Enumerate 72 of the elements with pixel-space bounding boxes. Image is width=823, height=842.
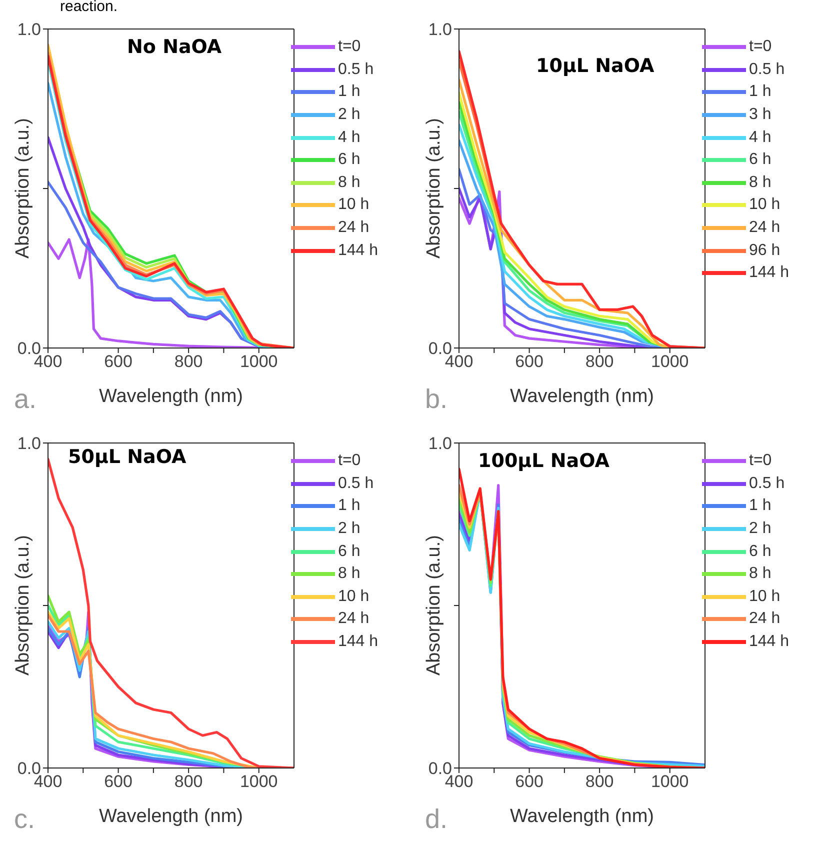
chart-title: 100µL NaOA [478, 450, 610, 472]
y-tick-label: 1.0 [428, 434, 452, 454]
legend-label: 6 h [338, 151, 360, 170]
legend-label: 8 h [749, 565, 772, 584]
legend-label: 6 h [749, 542, 772, 561]
legend-label: 8 h [338, 565, 360, 584]
x-axis-title: Wavelength (nm) [510, 806, 654, 827]
y-tick-label: 1.0 [17, 20, 41, 40]
y-axis-title: Absorption (a.u.) [12, 535, 34, 676]
legend-label: 1 h [749, 497, 772, 516]
x-axis-title: Wavelength (nm) [99, 386, 243, 407]
x-axis-title: Wavelength (nm) [99, 806, 243, 827]
legend-label: t=0 [749, 452, 772, 470]
legend-label: 10 h [749, 588, 780, 606]
y-tick-label: 1.0 [428, 20, 452, 40]
legend-label: t=0 [749, 38, 772, 56]
legend-label: 0.5 h [338, 60, 374, 79]
legend-label: 0.5 h [749, 60, 785, 79]
legend-label: 8 h [338, 174, 360, 192]
legend-label: 4 h [749, 128, 772, 147]
x-axis-title: Wavelength (nm) [510, 386, 654, 407]
x-tick-label: 800 [174, 352, 203, 372]
legend-label: t=0 [338, 38, 361, 56]
x-tick-label: 1000 [240, 772, 278, 792]
legend-label: 6 h [749, 151, 772, 170]
x-tick-label: 800 [174, 772, 203, 792]
legend-label: 1 h [338, 497, 360, 516]
legend-label: 1 h [338, 83, 360, 102]
x-tick-label: 600 [515, 352, 544, 372]
legend-label: 6 h [338, 542, 360, 561]
legend-label: 10 h [749, 196, 780, 214]
legend-label: 2 h [338, 106, 360, 124]
x-tick-label: 1000 [650, 772, 689, 792]
legend-label: 2 h [749, 520, 772, 538]
x-tick-label: 600 [104, 352, 132, 372]
x-tick-label: 600 [104, 772, 132, 792]
y-axis-title: Absorption (a.u.) [424, 118, 445, 258]
text: b. [425, 384, 448, 415]
legend-label: 1 h [749, 83, 772, 102]
x-tick-label: 600 [515, 772, 544, 792]
x-tick-label: 1000 [240, 352, 278, 372]
legend-label: 0.5 h [338, 474, 374, 493]
legend-label: 24 h [749, 610, 780, 628]
legend-label: 24 h [338, 610, 370, 628]
text: a. [14, 384, 37, 415]
x-tick-label: 800 [585, 352, 614, 372]
legend-label: 144 h [749, 264, 790, 282]
text: c. [14, 804, 36, 835]
legend-label: 10 h [338, 588, 370, 606]
legend-label: 0.5 h [749, 474, 785, 493]
x-tick-label: 1000 [650, 352, 689, 372]
legend-label: 2 h [338, 520, 360, 538]
chart-title: No NaOA [127, 36, 222, 58]
y-axis-title: Absorption (a.u.) [12, 118, 34, 258]
chart-title: 50µL NaOA [68, 446, 186, 468]
legend-label: t=0 [338, 452, 361, 470]
legend-label: 8 h [749, 174, 772, 192]
text: d. [425, 804, 448, 835]
y-tick-label: 1.0 [17, 434, 41, 454]
y-axis-title: Absorption (a.u.) [424, 535, 445, 676]
legend-label: 24 h [749, 219, 780, 238]
legend-label: 4 h [338, 128, 360, 147]
legend-label: 24 h [338, 219, 370, 238]
text: reaction. [60, 0, 118, 15]
legend-label: 10 h [338, 196, 370, 214]
text: 10µL NaOA [536, 55, 654, 77]
legend-label: 96 h [749, 242, 780, 260]
legend-label: 144 h [749, 633, 790, 652]
legend-label: 144 h [338, 242, 378, 260]
x-tick-label: 800 [585, 772, 614, 792]
legend-label: 3 h [749, 106, 772, 124]
legend-label: 144 h [338, 633, 378, 652]
